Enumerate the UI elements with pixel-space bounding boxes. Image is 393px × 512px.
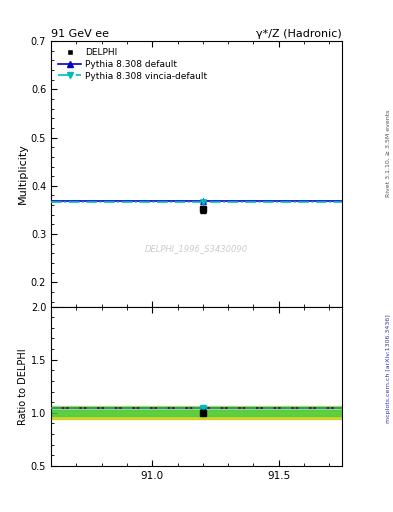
Text: 91 GeV ee: 91 GeV ee (51, 29, 109, 39)
Legend: DELPHI, Pythia 8.308 default, Pythia 8.308 vincia-default: DELPHI, Pythia 8.308 default, Pythia 8.3… (55, 46, 210, 83)
Y-axis label: Multiplicity: Multiplicity (18, 143, 28, 204)
Text: γ*/Z (Hadronic): γ*/Z (Hadronic) (256, 29, 342, 39)
Bar (51, 407, 342, 419)
Y-axis label: Ratio to DELPHI: Ratio to DELPHI (18, 348, 28, 424)
Bar (51, 410, 342, 416)
Text: mcplots.cern.ch [arXiv:1306.3436]: mcplots.cern.ch [arXiv:1306.3436] (386, 314, 391, 423)
Text: DELPHI_1996_S3430090: DELPHI_1996_S3430090 (145, 244, 248, 252)
Text: Rivet 3.1.10, ≥ 3.5M events: Rivet 3.1.10, ≥ 3.5M events (386, 110, 391, 197)
